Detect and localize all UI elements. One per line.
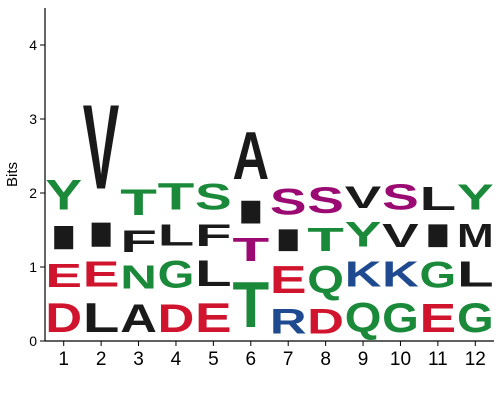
logo-letter-1-3: Y <box>45 171 82 219</box>
logo-letter-4-0: D <box>158 296 195 341</box>
logo-letter-6-2: I <box>232 194 269 231</box>
logo-letter-7-1: E <box>270 259 307 302</box>
x-tick-label-7: 7 <box>283 349 294 370</box>
logo-letter-3-0: A <box>120 296 157 341</box>
y-tick-label-1: 1 <box>29 259 37 275</box>
x-tick-label-12: 12 <box>465 349 486 370</box>
logo-letter-8-0: D <box>307 303 344 342</box>
x-tick-label-9: 9 <box>358 349 369 370</box>
logo-letter-3-1: N <box>120 259 157 296</box>
logo-letter-10-3: S <box>382 177 419 217</box>
logo-letter-7-0: R <box>270 303 307 342</box>
logo-letter-2-2: I <box>83 216 120 255</box>
x-tick-label-8: 8 <box>320 349 331 370</box>
logo-letter-5-3: S <box>195 176 232 217</box>
x-tick-label-1: 1 <box>58 349 69 370</box>
y-axis-label: Bits <box>4 162 21 187</box>
x-tick-label-5: 5 <box>208 349 219 370</box>
logo-letter-4-3: T <box>158 175 195 218</box>
logo-letter-10-2: V <box>382 217 418 254</box>
logo-letter-12-3: Y <box>457 177 494 217</box>
logo-letter-11-1: G <box>420 255 457 296</box>
logo-letter-11-0: E <box>420 296 457 341</box>
logo-letter-3-3: T <box>120 182 157 224</box>
logo-letter-1-2: I <box>45 219 82 256</box>
y-tick-label-0: 0 <box>29 333 37 349</box>
logo-letter-2-0: L <box>83 294 120 341</box>
logo-letter-1-1: E <box>45 257 82 295</box>
logo-letter-9-2: Y <box>345 215 382 255</box>
logo-letter-8-3: S <box>307 180 344 221</box>
logo-letter-7-3: S <box>270 181 307 222</box>
logo-letter-6-1: T <box>232 231 269 268</box>
logo-letter-2-1: E <box>83 254 120 294</box>
logo-letter-12-0: G <box>457 295 494 341</box>
logo-letter-10-0: G <box>382 295 419 341</box>
logo-letter-9-0: Q <box>345 295 382 341</box>
logo-letter-9-3: V <box>345 181 382 216</box>
logo-letter-4-2: L <box>158 219 195 253</box>
logo-letter-8-2: T <box>307 222 344 259</box>
x-tick-label-6: 6 <box>246 349 257 370</box>
logo-letter-11-3: L <box>420 180 457 217</box>
logo-letter-12-1: L <box>457 255 494 295</box>
logo-letter-7-2: I <box>270 223 307 258</box>
logo-letter-5-2: F <box>195 218 232 253</box>
y-tick-label-3: 3 <box>29 111 37 127</box>
x-tick-label-11: 11 <box>428 349 448 370</box>
x-tick-label-3: 3 <box>133 349 144 370</box>
logo-letter-12-2: M <box>457 218 494 255</box>
logo-letter-5-1: L <box>195 253 232 295</box>
logo-letter-5-0: E <box>195 295 232 341</box>
x-tick-label-2: 2 <box>96 349 107 370</box>
x-tick-label-4: 4 <box>171 349 182 370</box>
logo-letter-10-1: K <box>382 255 419 295</box>
logo-letter-4-1: G <box>158 253 195 296</box>
y-tick-label-4: 4 <box>29 37 37 53</box>
logo-letter-8-1: Q <box>307 259 344 302</box>
logo-letter-2-3: V <box>83 79 120 214</box>
logo-letter-3-2: F <box>120 224 157 259</box>
logo-letter-1-0: D <box>45 294 82 341</box>
x-tick-label-10: 10 <box>390 349 411 370</box>
logo-letter-6-0: T <box>232 269 269 342</box>
logo-letter-6-3: A <box>232 118 269 194</box>
logo-letter-11-2: I <box>420 218 457 255</box>
logo-letter-9-1: K <box>345 255 382 295</box>
y-tick-label-2: 2 <box>29 185 37 201</box>
